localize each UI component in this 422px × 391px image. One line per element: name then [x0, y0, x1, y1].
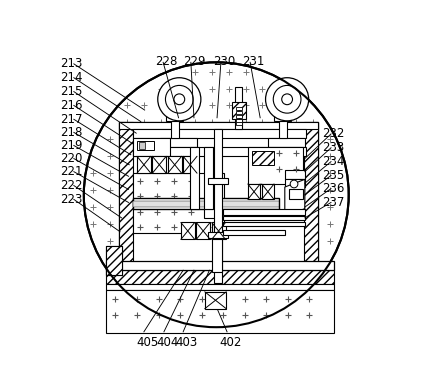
Bar [262, 184, 274, 199]
Text: 230: 230 [213, 55, 235, 68]
Bar [235, 111, 242, 114]
Bar [106, 261, 334, 270]
Text: 233: 233 [322, 141, 345, 154]
Text: 213: 213 [60, 57, 82, 70]
Bar [223, 230, 285, 235]
Bar [133, 173, 224, 233]
Text: 237: 237 [322, 196, 345, 209]
Text: 215: 215 [60, 85, 82, 98]
Bar [233, 102, 246, 119]
Text: 217: 217 [60, 113, 82, 126]
Text: 404: 404 [156, 335, 179, 349]
Bar [289, 189, 303, 199]
Bar [279, 118, 287, 138]
Circle shape [273, 85, 301, 113]
Bar [166, 115, 183, 121]
Bar [268, 138, 305, 147]
Bar [133, 138, 170, 156]
Circle shape [290, 180, 298, 188]
Bar [223, 216, 305, 220]
Text: 218: 218 [60, 126, 82, 139]
Text: 234: 234 [322, 155, 345, 168]
Bar [152, 156, 166, 173]
Text: 221: 221 [60, 165, 82, 178]
Bar [133, 198, 279, 209]
Bar [274, 115, 291, 121]
Bar [137, 141, 154, 150]
Text: 219: 219 [60, 139, 82, 152]
Bar [235, 122, 242, 126]
Bar [248, 147, 303, 184]
Circle shape [84, 62, 349, 327]
Bar [208, 178, 228, 184]
Bar [248, 184, 260, 199]
Bar [133, 129, 306, 138]
Polygon shape [106, 246, 122, 275]
Bar [138, 142, 145, 149]
Bar [214, 129, 222, 283]
Bar [160, 138, 197, 147]
Bar [119, 122, 133, 275]
Bar [183, 156, 197, 173]
Bar [171, 118, 179, 138]
Bar [223, 222, 305, 226]
Text: 235: 235 [322, 169, 345, 182]
Text: 229: 229 [183, 55, 206, 68]
Text: 220: 220 [60, 152, 82, 165]
Text: 403: 403 [176, 335, 198, 349]
Circle shape [165, 85, 193, 113]
Bar [133, 147, 306, 156]
Text: 214: 214 [60, 71, 82, 84]
Circle shape [174, 94, 185, 105]
Bar [304, 122, 318, 275]
Bar [285, 179, 305, 187]
Bar [252, 151, 274, 165]
Text: 231: 231 [243, 55, 265, 68]
Text: 222: 222 [60, 179, 82, 192]
Bar [204, 209, 218, 218]
Text: 228: 228 [155, 55, 178, 68]
Bar [205, 292, 226, 309]
Bar [196, 222, 210, 239]
Bar [235, 115, 242, 118]
Text: 236: 236 [322, 182, 345, 195]
Bar [235, 87, 243, 129]
Text: 216: 216 [60, 99, 82, 112]
Circle shape [282, 94, 292, 105]
Bar [235, 107, 242, 110]
Bar [285, 170, 305, 179]
Bar [181, 222, 195, 239]
Polygon shape [285, 179, 305, 216]
Circle shape [265, 78, 308, 121]
Bar [168, 156, 181, 173]
Bar [106, 284, 334, 290]
Bar [106, 290, 334, 333]
Bar [223, 209, 305, 215]
Bar [212, 222, 225, 239]
Bar [119, 122, 318, 275]
Bar [106, 270, 334, 284]
Text: 223: 223 [60, 193, 82, 206]
Bar [235, 118, 242, 122]
Bar [137, 156, 151, 173]
Bar [204, 147, 213, 209]
Circle shape [158, 78, 201, 121]
Text: 402: 402 [219, 335, 242, 349]
Bar [119, 122, 318, 129]
Bar [190, 147, 199, 209]
Bar [212, 239, 222, 272]
Bar [208, 232, 228, 238]
Bar [133, 201, 279, 207]
Text: 232: 232 [322, 127, 345, 140]
Bar [106, 246, 122, 275]
Text: 405: 405 [136, 335, 158, 349]
